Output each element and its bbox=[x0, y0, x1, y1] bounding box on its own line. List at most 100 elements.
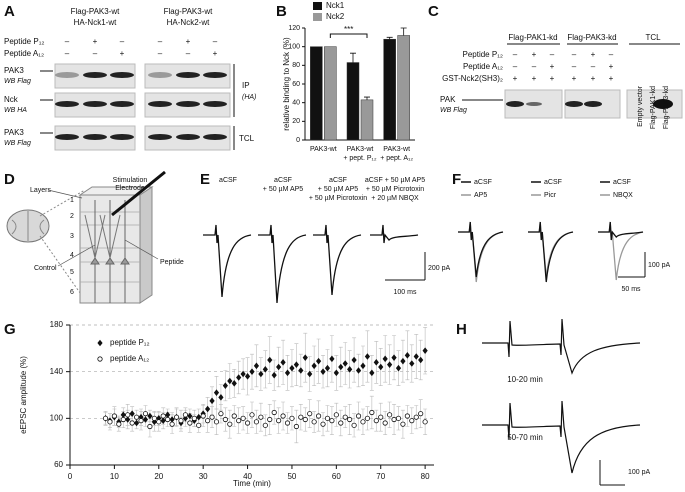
point bbox=[400, 357, 406, 365]
point bbox=[395, 364, 402, 372]
sign: + bbox=[609, 62, 614, 71]
point bbox=[267, 356, 273, 364]
trace bbox=[528, 221, 574, 283]
x-tick-label: 60 bbox=[332, 472, 341, 481]
trace bbox=[598, 221, 644, 281]
bar bbox=[346, 62, 360, 141]
sign: + bbox=[532, 74, 537, 83]
trace bbox=[458, 221, 504, 278]
error-bar bbox=[350, 52, 356, 63]
significance: *** bbox=[344, 25, 353, 34]
sign: – bbox=[120, 37, 125, 46]
sign: – bbox=[532, 62, 537, 71]
sign: + bbox=[550, 74, 555, 83]
lane-label: Empty vector bbox=[637, 85, 644, 127]
point bbox=[378, 414, 384, 420]
band bbox=[176, 72, 200, 78]
sign: + bbox=[532, 50, 537, 59]
point bbox=[169, 416, 175, 423]
point bbox=[231, 380, 237, 387]
point bbox=[298, 367, 304, 374]
sign: – bbox=[158, 37, 163, 46]
legend-marker bbox=[97, 356, 103, 362]
band bbox=[110, 101, 134, 107]
point bbox=[373, 418, 379, 424]
band bbox=[584, 101, 602, 107]
point bbox=[324, 415, 331, 421]
sign: + bbox=[550, 62, 555, 71]
point bbox=[258, 414, 264, 420]
row-label: Peptide A₁₂ bbox=[4, 49, 44, 58]
point bbox=[165, 411, 171, 419]
bar bbox=[397, 35, 410, 141]
point bbox=[169, 421, 175, 427]
point bbox=[378, 363, 384, 371]
y-tick-label: 20 bbox=[292, 118, 300, 125]
trace bbox=[598, 221, 644, 241]
point bbox=[360, 362, 366, 370]
point bbox=[289, 415, 295, 421]
point bbox=[409, 360, 415, 367]
scale-label: 200 pA bbox=[428, 265, 451, 272]
point bbox=[360, 419, 366, 425]
sign: – bbox=[65, 49, 70, 58]
x-tick-label: PAK3-wt bbox=[383, 146, 410, 153]
panel-letter: F bbox=[452, 171, 461, 188]
point bbox=[347, 366, 353, 373]
point bbox=[231, 413, 237, 419]
point bbox=[369, 369, 375, 377]
error-bar bbox=[364, 96, 370, 100]
point bbox=[338, 363, 344, 371]
band bbox=[55, 134, 79, 140]
electrode-label: Electrode bbox=[115, 185, 145, 192]
point bbox=[218, 411, 224, 417]
legend-label: Picr bbox=[544, 192, 557, 199]
x-tick-label: 0 bbox=[68, 472, 73, 481]
band bbox=[506, 101, 524, 107]
point bbox=[138, 413, 144, 421]
point bbox=[240, 370, 246, 378]
brain-fold bbox=[11, 211, 45, 241]
point bbox=[364, 415, 371, 421]
sign: + bbox=[120, 49, 125, 58]
x-tick-label: PAK3-wt bbox=[347, 146, 374, 153]
point bbox=[147, 423, 153, 430]
point bbox=[329, 418, 335, 424]
point bbox=[151, 415, 157, 421]
lane-label: Flag-PAK1-kd bbox=[650, 86, 657, 129]
y-tick-label: 40 bbox=[292, 100, 300, 107]
blot-detail: WB Flag bbox=[440, 107, 467, 114]
y-tick-label: 100 bbox=[50, 413, 64, 422]
electrode-label: Stimulation bbox=[113, 177, 148, 184]
neuron bbox=[90, 200, 100, 303]
point bbox=[302, 416, 308, 423]
point bbox=[133, 414, 140, 420]
point bbox=[209, 397, 215, 405]
sign: – bbox=[591, 62, 596, 71]
point bbox=[293, 423, 299, 430]
band bbox=[83, 101, 107, 107]
point bbox=[107, 419, 113, 425]
legend-label: Nck1 bbox=[326, 1, 345, 10]
blot-label: PAK bbox=[440, 95, 456, 104]
bar bbox=[383, 38, 396, 141]
neuron bbox=[120, 200, 130, 303]
point bbox=[125, 416, 131, 423]
legend-marker bbox=[97, 339, 103, 347]
point bbox=[133, 419, 140, 427]
point bbox=[351, 356, 357, 364]
x-tick-label: + pept. P₁₂ bbox=[343, 155, 377, 162]
point bbox=[222, 382, 228, 389]
point bbox=[151, 418, 157, 426]
point bbox=[284, 369, 291, 377]
point bbox=[129, 410, 135, 417]
legend-swatch bbox=[313, 2, 322, 10]
group-header: HA-Nck1-wt bbox=[74, 18, 117, 27]
point bbox=[315, 413, 322, 419]
band bbox=[110, 134, 134, 140]
band bbox=[148, 72, 172, 78]
point bbox=[222, 416, 228, 423]
scale-label: 100 ms bbox=[394, 289, 417, 296]
